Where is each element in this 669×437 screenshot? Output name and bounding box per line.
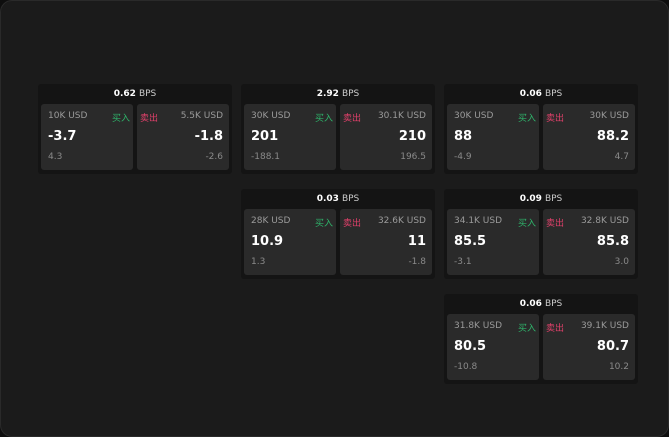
buy-label: 买入 <box>517 324 536 334</box>
spread-header: 0.06 BPS <box>444 294 638 314</box>
sell-size: 5.5K USD <box>180 111 223 121</box>
sell-change: -2.6 <box>205 152 223 162</box>
quote-card: 0.09 BPS 34.1K USD 买入 85.5 -3.1 卖出 32.8K … <box>444 189 638 279</box>
buy-change: -188.1 <box>251 152 281 162</box>
sell-change: 4.7 <box>614 152 629 162</box>
buy-size: 34.1K USD <box>454 216 503 226</box>
buy-button[interactable]: 34.1K USD 买入 85.5 -3.1 <box>447 209 539 275</box>
buy-button[interactable]: 30K USD 买入 88 -4.9 <box>447 104 539 170</box>
buy-button[interactable]: 31.8K USD 买入 80.5 -10.8 <box>447 314 539 380</box>
buy-button[interactable]: 10K USD 买入 -3.7 4.3 <box>41 104 133 170</box>
sell-price: 210 <box>398 129 426 144</box>
sell-button[interactable]: 卖出 5.5K USD -1.8 -2.6 <box>137 104 229 170</box>
buy-size: 30K USD <box>454 111 494 121</box>
sell-size: 32.8K USD <box>580 216 629 226</box>
buy-price: 85.5 <box>454 234 487 249</box>
buy-price: 80.5 <box>454 339 487 354</box>
sell-label: 卖出 <box>140 114 159 124</box>
sell-size: 30K USD <box>589 111 629 121</box>
buy-change: -4.9 <box>454 152 472 162</box>
buy-size: 28K USD <box>251 216 291 226</box>
buy-label: 买入 <box>517 219 536 229</box>
quote-card: 0.03 BPS 28K USD 买入 10.9 1.3 卖出 32.6K USD… <box>241 189 435 279</box>
sell-size: 39.1K USD <box>580 321 629 331</box>
spread-value: 0.06 <box>519 89 542 99</box>
spread-header: 0.62 BPS <box>38 84 232 104</box>
buy-size: 31.8K USD <box>454 321 503 331</box>
sell-size: 32.6K USD <box>377 216 426 226</box>
spread-unit: BPS <box>544 194 563 204</box>
quote-card: 0.06 BPS 31.8K USD 买入 80.5 -10.8 卖出 39.1K… <box>444 294 638 384</box>
spread-value: 0.62 <box>113 89 136 99</box>
sell-label: 卖出 <box>546 219 565 229</box>
sell-button[interactable]: 卖出 30.1K USD 210 196.5 <box>340 104 432 170</box>
spread-value: 0.06 <box>519 299 542 309</box>
sell-size: 30.1K USD <box>377 111 426 121</box>
buy-size: 10K USD <box>48 111 88 121</box>
sell-button[interactable]: 卖出 32.8K USD 85.8 3.0 <box>543 209 635 275</box>
spread-unit: BPS <box>544 89 563 99</box>
sell-price: 11 <box>407 234 426 249</box>
sell-price: 85.8 <box>596 234 629 249</box>
buy-price: 10.9 <box>251 234 284 249</box>
buy-price: 88 <box>454 129 473 144</box>
buy-price: 201 <box>251 129 279 144</box>
buy-label: 买入 <box>314 114 333 124</box>
buy-label: 买入 <box>314 219 333 229</box>
sell-button[interactable]: 卖出 30K USD 88.2 4.7 <box>543 104 635 170</box>
buy-label: 买入 <box>111 114 130 124</box>
spread-unit: BPS <box>341 194 360 204</box>
spread-header: 2.92 BPS <box>241 84 435 104</box>
buy-label: 买入 <box>517 114 536 124</box>
spread-value: 0.03 <box>316 194 339 204</box>
quote-card: 2.92 BPS 30K USD 买入 201 -188.1 卖出 30.1K U… <box>241 84 435 174</box>
buy-change: 1.3 <box>251 257 266 267</box>
sell-button[interactable]: 卖出 32.6K USD 11 -1.8 <box>340 209 432 275</box>
spread-value: 2.92 <box>316 89 339 99</box>
sell-change: -1.8 <box>408 257 426 267</box>
spread-unit: BPS <box>544 299 563 309</box>
sell-label: 卖出 <box>546 324 565 334</box>
buy-change: -10.8 <box>454 362 478 372</box>
sell-label: 卖出 <box>343 219 362 229</box>
spread-unit: BPS <box>138 89 157 99</box>
sell-price: 80.7 <box>596 339 629 354</box>
buy-button[interactable]: 30K USD 买入 201 -188.1 <box>244 104 336 170</box>
sell-change: 3.0 <box>614 257 629 267</box>
sell-change: 10.2 <box>608 362 629 372</box>
buy-change: -3.1 <box>454 257 472 267</box>
quote-card: 0.06 BPS 30K USD 买入 88 -4.9 卖出 30K USD 88… <box>444 84 638 174</box>
quote-card: 0.62 BPS 10K USD 买入 -3.7 4.3 卖出 5.5K USD … <box>38 84 232 174</box>
sell-label: 卖出 <box>343 114 362 124</box>
sell-price: -1.8 <box>194 129 223 144</box>
sell-label: 卖出 <box>546 114 565 124</box>
spread-header: 0.09 BPS <box>444 189 638 209</box>
sell-change: 196.5 <box>400 152 426 162</box>
buy-size: 30K USD <box>251 111 291 121</box>
spread-header: 0.03 BPS <box>241 189 435 209</box>
spread-unit: BPS <box>341 89 360 99</box>
sell-button[interactable]: 卖出 39.1K USD 80.7 10.2 <box>543 314 635 380</box>
buy-price: -3.7 <box>48 129 77 144</box>
buy-change: 4.3 <box>48 152 63 162</box>
spread-header: 0.06 BPS <box>444 84 638 104</box>
buy-button[interactable]: 28K USD 买入 10.9 1.3 <box>244 209 336 275</box>
spread-value: 0.09 <box>519 194 542 204</box>
sell-price: 88.2 <box>596 129 629 144</box>
